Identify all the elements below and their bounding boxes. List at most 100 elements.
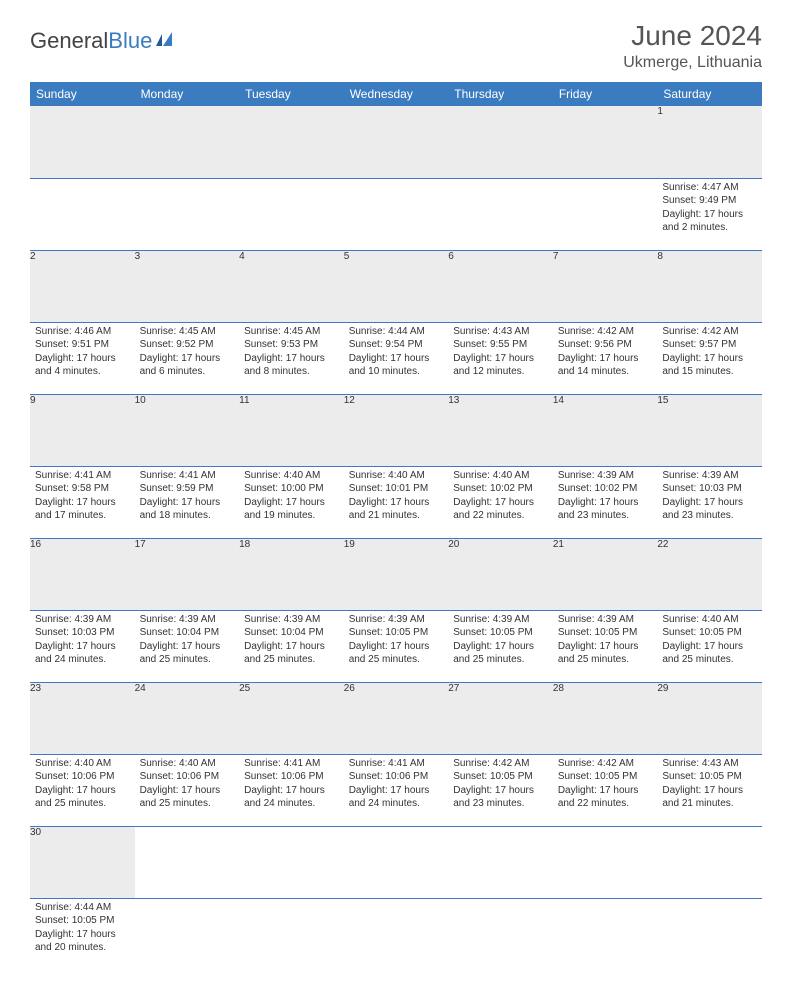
day-line: Sunset: 10:03 PM (35, 626, 130, 640)
day-line: Sunrise: 4:44 AM (349, 325, 444, 339)
day-line: and 22 minutes. (453, 509, 548, 523)
day-line: and 25 minutes. (349, 653, 444, 667)
day-cell (30, 178, 135, 250)
day-details: Sunrise: 4:42 AMSunset: 9:56 PMDaylight:… (553, 323, 658, 383)
day-line: and 2 minutes. (662, 221, 757, 235)
day-cell: Sunrise: 4:39 AMSunset: 10:03 PMDaylight… (30, 610, 135, 682)
day-line: Sunset: 9:56 PM (558, 338, 653, 352)
day-line: Daylight: 17 hours (662, 208, 757, 222)
day-line: and 25 minutes. (558, 653, 653, 667)
day-line: Sunset: 10:04 PM (244, 626, 339, 640)
day-line: and 23 minutes. (453, 797, 548, 811)
day-line: Sunrise: 4:44 AM (35, 901, 130, 915)
day-line: Sunrise: 4:40 AM (662, 613, 757, 627)
day-line: Daylight: 17 hours (558, 496, 653, 510)
day-number: 28 (553, 682, 658, 754)
day-details: Sunrise: 4:39 AMSunset: 10:03 PMDaylight… (657, 467, 762, 527)
day-number (135, 106, 240, 178)
day-cell: Sunrise: 4:43 AMSunset: 10:05 PMDaylight… (657, 754, 762, 826)
day-line: Sunset: 10:05 PM (662, 770, 757, 784)
day-details: Sunrise: 4:43 AMSunset: 10:05 PMDaylight… (657, 755, 762, 815)
day-cell (553, 898, 658, 970)
day-cell (448, 898, 553, 970)
day-line: and 20 minutes. (35, 941, 130, 955)
day-cell: Sunrise: 4:44 AMSunset: 9:54 PMDaylight:… (344, 322, 449, 394)
day-line: Sunrise: 4:39 AM (140, 613, 235, 627)
day-line: Daylight: 17 hours (35, 352, 130, 366)
day-cell: Sunrise: 4:39 AMSunset: 10:05 PMDaylight… (448, 610, 553, 682)
day-line: Sunset: 9:55 PM (453, 338, 548, 352)
day-cell (135, 178, 240, 250)
day-line: Sunrise: 4:39 AM (35, 613, 130, 627)
day-number: 19 (344, 538, 449, 610)
day-cell: Sunrise: 4:39 AMSunset: 10:05 PMDaylight… (553, 610, 658, 682)
day-line: and 17 minutes. (35, 509, 130, 523)
day-line: and 24 minutes. (244, 797, 339, 811)
day-line: Sunset: 9:59 PM (140, 482, 235, 496)
day-details: Sunrise: 4:45 AMSunset: 9:53 PMDaylight:… (239, 323, 344, 383)
day-header: Sunday (30, 82, 135, 106)
day-line: Sunset: 10:02 PM (453, 482, 548, 496)
day-line: Sunset: 9:58 PM (35, 482, 130, 496)
logo-text-1: General (30, 28, 108, 54)
day-line: and 8 minutes. (244, 365, 339, 379)
day-line: and 25 minutes. (140, 653, 235, 667)
day-details: Sunrise: 4:41 AMSunset: 9:59 PMDaylight:… (135, 467, 240, 527)
day-number: 2 (30, 250, 135, 322)
day-line: Sunrise: 4:39 AM (662, 469, 757, 483)
day-details: Sunrise: 4:43 AMSunset: 9:55 PMDaylight:… (448, 323, 553, 383)
day-cell (344, 898, 449, 970)
day-line: Sunset: 10:05 PM (35, 914, 130, 928)
day-line: Sunrise: 4:39 AM (453, 613, 548, 627)
day-line: Sunset: 10:05 PM (662, 626, 757, 640)
day-content-row: Sunrise: 4:44 AMSunset: 10:05 PMDaylight… (30, 898, 762, 970)
day-number: 15 (657, 394, 762, 466)
day-cell: Sunrise: 4:47 AMSunset: 9:49 PMDaylight:… (657, 178, 762, 250)
day-number (448, 106, 553, 178)
day-line: and 25 minutes. (453, 653, 548, 667)
day-number (30, 106, 135, 178)
day-line: Sunset: 10:06 PM (349, 770, 444, 784)
day-number: 3 (135, 250, 240, 322)
day-number: 14 (553, 394, 658, 466)
logo-text-2: Blue (108, 28, 152, 54)
day-line: Sunrise: 4:43 AM (453, 325, 548, 339)
day-cell: Sunrise: 4:42 AMSunset: 10:05 PMDaylight… (553, 754, 658, 826)
day-line: Sunrise: 4:45 AM (244, 325, 339, 339)
day-line: Sunrise: 4:42 AM (558, 325, 653, 339)
day-line: Sunset: 9:49 PM (662, 194, 757, 208)
day-line: and 23 minutes. (662, 509, 757, 523)
day-line: Sunrise: 4:40 AM (35, 757, 130, 771)
day-number: 18 (239, 538, 344, 610)
day-details: Sunrise: 4:42 AMSunset: 10:05 PMDaylight… (553, 755, 658, 815)
day-line: and 10 minutes. (349, 365, 444, 379)
day-line: Sunset: 10:00 PM (244, 482, 339, 496)
page-subtitle: Ukmerge, Lithuania (623, 54, 762, 72)
day-line: Sunset: 10:05 PM (453, 626, 548, 640)
day-details: Sunrise: 4:40 AMSunset: 10:00 PMDaylight… (239, 467, 344, 527)
day-cell: Sunrise: 4:39 AMSunset: 10:02 PMDaylight… (553, 466, 658, 538)
day-line: Daylight: 17 hours (558, 784, 653, 798)
day-line: Sunrise: 4:39 AM (558, 613, 653, 627)
day-line: Sunset: 10:06 PM (140, 770, 235, 784)
title-block: June 2024 Ukmerge, Lithuania (623, 20, 762, 72)
day-number: 7 (553, 250, 658, 322)
day-line: Daylight: 17 hours (453, 640, 548, 654)
day-cell: Sunrise: 4:41 AMSunset: 10:06 PMDaylight… (344, 754, 449, 826)
day-line: Sunrise: 4:46 AM (35, 325, 130, 339)
day-line: and 21 minutes. (662, 797, 757, 811)
day-number-row: 9101112131415 (30, 394, 762, 466)
day-line: Sunrise: 4:40 AM (140, 757, 235, 771)
day-details: Sunrise: 4:39 AMSunset: 10:04 PMDaylight… (135, 611, 240, 671)
day-line: Daylight: 17 hours (453, 352, 548, 366)
day-line: Sunrise: 4:40 AM (453, 469, 548, 483)
day-content-row: Sunrise: 4:40 AMSunset: 10:06 PMDaylight… (30, 754, 762, 826)
day-line: Daylight: 17 hours (244, 784, 339, 798)
day-line: Sunset: 10:01 PM (349, 482, 444, 496)
day-number: 26 (344, 682, 449, 754)
day-cell: Sunrise: 4:46 AMSunset: 9:51 PMDaylight:… (30, 322, 135, 394)
day-details: Sunrise: 4:40 AMSunset: 10:01 PMDaylight… (344, 467, 449, 527)
day-line: Daylight: 17 hours (349, 496, 444, 510)
day-line: Sunrise: 4:47 AM (662, 181, 757, 195)
day-number: 11 (239, 394, 344, 466)
